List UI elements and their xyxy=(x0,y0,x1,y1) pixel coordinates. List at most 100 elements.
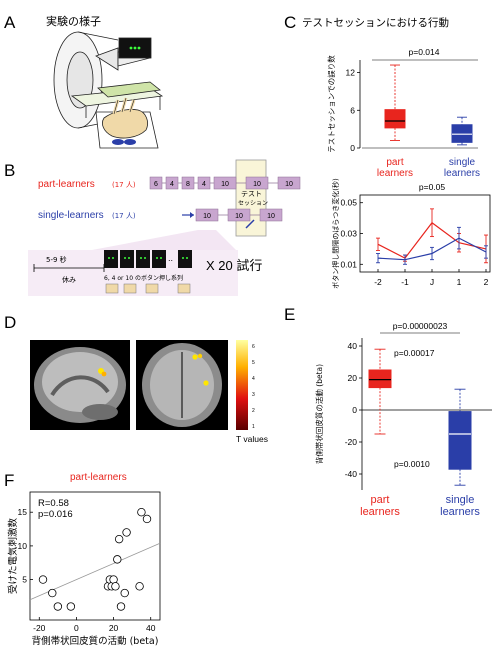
data-point xyxy=(120,588,129,598)
category-label: learners xyxy=(444,168,480,179)
x-tick-label: 2 xyxy=(484,277,489,287)
y-tick-label: 15 xyxy=(18,507,28,517)
data-point xyxy=(53,602,63,611)
trial-zoom-region xyxy=(92,230,236,250)
x-tick-label: 20 xyxy=(109,623,119,633)
data-point xyxy=(122,528,131,537)
category-label: learners xyxy=(360,506,400,518)
data-point xyxy=(38,575,48,584)
variability-line-chart: 0.01 0.03 0.05 -2 -1 J 1 2 ボタン押し間隔のばらつき変化(秒) p=0.… xyxy=(331,178,491,289)
box xyxy=(451,124,473,143)
part-seq-label: 6 xyxy=(154,181,158,188)
trial-screens: .. xyxy=(104,250,192,268)
single-sequence: 10 10 10 xyxy=(195,208,283,222)
panel-letter-f: F xyxy=(4,471,14,490)
y-axis-label: テストセッションでの誤り数 xyxy=(326,55,336,153)
single-learners-label: single-learners xyxy=(38,210,104,221)
colorbar-tick-label: 6 xyxy=(252,344,255,350)
data-point xyxy=(48,588,57,598)
single-arrowhead-icon xyxy=(190,212,194,218)
test-session-label-2: セッション xyxy=(238,200,268,207)
y-tick-label: 10 xyxy=(18,541,28,551)
x-tick-label: 40 xyxy=(146,623,156,633)
y-tick-label: 5 xyxy=(22,575,27,585)
panel-a-title: 実験の様子 xyxy=(46,14,101,28)
part-seq-label: 8 xyxy=(186,181,190,188)
p-value-label: p=0.0010 xyxy=(394,459,430,469)
svg-text:..: .. xyxy=(168,254,173,263)
p-value-label: p=0.016 xyxy=(38,509,73,520)
data-point xyxy=(142,514,152,524)
y-tick-label: 20 xyxy=(348,373,358,383)
t-value-colorbar xyxy=(236,340,248,430)
colorbar-tick-label: 5 xyxy=(252,360,255,366)
single-seq-label: 10 xyxy=(235,213,243,220)
panel-c: C テストセッションにおける行動 0612テストセッションでの誤り数partle… xyxy=(284,13,491,289)
hand-press-icons xyxy=(105,283,191,294)
y-tick-label: 0.01 xyxy=(340,259,357,269)
panel-letter-e: E xyxy=(284,305,295,324)
errors-boxplot: 0612テストセッションでの誤り数partlearnerssinglelearn… xyxy=(326,47,480,179)
y-tick-label: 0.05 xyxy=(340,198,357,208)
test-arrow-icon xyxy=(245,219,255,229)
data-point xyxy=(137,508,146,517)
x-tick-label: -1 xyxy=(401,277,409,287)
test-session-box xyxy=(235,159,267,237)
part-seq-label: 10 xyxy=(221,181,229,188)
part-seq-label: 10 xyxy=(253,181,261,188)
sagittal-brain-slice xyxy=(30,340,130,430)
shocks-vs-activity-scatter: -20 0 20 40 5 10 15 背側帯状回皮質の活動 (beta) 受けた電気刺激数 R=… xyxy=(7,491,161,647)
category-label: learners xyxy=(377,168,413,179)
y-tick-label: 0 xyxy=(350,143,355,153)
category-label: part xyxy=(371,494,390,506)
p-value-label: p=0.00000023 xyxy=(393,321,448,331)
colorbar-ticks: 1 2 3 4 5 6 xyxy=(252,344,255,430)
plot-frame xyxy=(29,491,161,621)
box xyxy=(448,411,472,470)
response-buttons xyxy=(112,139,136,145)
part-seq-label: 10 xyxy=(285,181,293,188)
part-seq-label: 4 xyxy=(170,181,174,188)
colorbar-tick-label: 1 xyxy=(252,424,255,430)
rest-time-label: 5-9 秒 xyxy=(46,255,67,264)
box xyxy=(368,369,392,389)
colorbar-tick-label: 2 xyxy=(252,408,255,414)
plot-frame xyxy=(359,194,491,273)
colorbar-label: T values xyxy=(236,434,268,444)
single-seq-label: 10 xyxy=(267,213,275,220)
part-sequence: 6 4 8 4 10 10 10 xyxy=(149,176,301,190)
data-point xyxy=(135,582,144,591)
correlation-label: R=0.58 xyxy=(38,498,69,509)
category-label: part xyxy=(386,157,403,168)
x-tick-label: 0 xyxy=(74,623,79,633)
y-tick-label: 6 xyxy=(350,105,355,115)
data-point xyxy=(114,534,124,544)
y-axis-label: ボタン押し間隔のばらつき変化(秒) xyxy=(331,178,340,289)
box xyxy=(384,109,406,129)
axial-brain-slice xyxy=(136,340,228,430)
data-point xyxy=(66,602,76,611)
x-axis-label: 背側帯状回皮質の活動 (beta) xyxy=(32,635,159,647)
data-point xyxy=(111,582,120,591)
panel-f: F part-learners -20 0 20 40 5 10 15 背側帯状回皮質の活動 … xyxy=(4,471,161,647)
y-axis-label: 背側帯状回皮質の活動 (beta) xyxy=(314,364,324,464)
data-point xyxy=(116,602,126,611)
y-tick-label: -20 xyxy=(345,437,358,447)
y-axis-label: 受けた電気刺激数 xyxy=(7,518,19,595)
single-seq-block xyxy=(259,208,283,222)
part-learners-n: (17 人) xyxy=(112,181,136,189)
mri-scanner-illustration xyxy=(53,31,164,149)
x-tick-label: -20 xyxy=(33,623,46,633)
panel-letter-b: B xyxy=(4,161,15,180)
y-tick-label: 0 xyxy=(352,405,357,415)
test-session-label-1: テスト xyxy=(241,190,262,198)
panel-letter-a: A xyxy=(4,13,16,32)
panel-c-title: テストセッションにおける行動 xyxy=(302,16,449,29)
colorbar-tick-label: 4 xyxy=(252,376,255,382)
data-point xyxy=(113,555,122,564)
single-learners-n: (17 人) xyxy=(112,212,136,220)
stimulus-screen-dots xyxy=(129,46,141,50)
rest-label: 休み xyxy=(62,275,76,284)
